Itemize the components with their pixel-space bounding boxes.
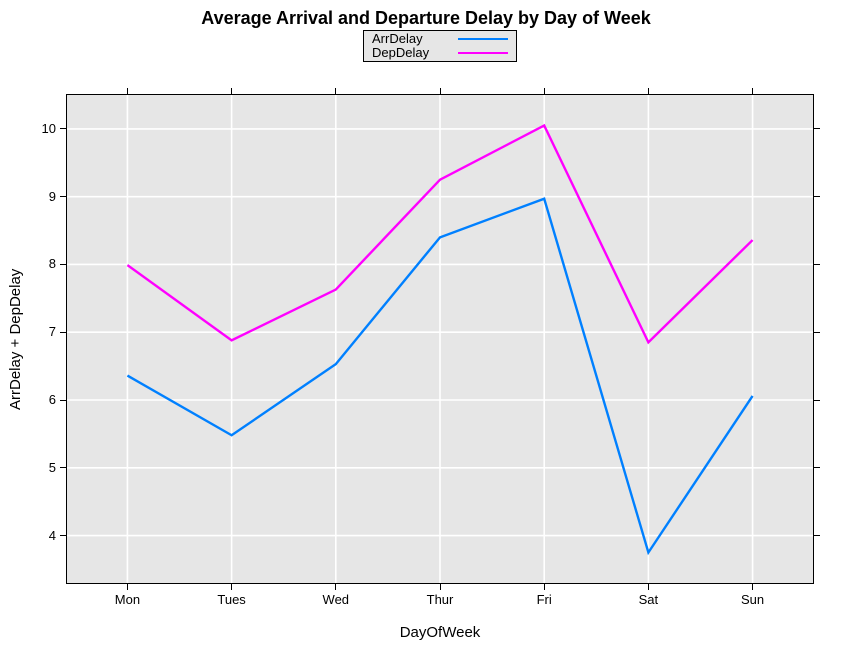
x-tick-top: [335, 88, 337, 94]
y-tick-right: [814, 535, 820, 537]
y-tick-right: [814, 467, 820, 469]
y-tick-right: [814, 128, 820, 130]
plot-svg: [67, 95, 813, 583]
y-tick-left: [60, 128, 66, 130]
x-tick-top: [126, 88, 128, 94]
x-tick-label: Mon: [114, 592, 141, 607]
x-tick-bottom: [439, 584, 441, 590]
x-tick-top: [231, 88, 233, 94]
x-tick-top: [543, 88, 545, 94]
y-tick-label: 4: [48, 527, 56, 543]
y-tick-left: [60, 467, 66, 469]
x-tick-bottom: [126, 584, 128, 590]
y-tick-right: [814, 196, 820, 198]
legend-label: ArrDelay: [372, 31, 423, 46]
legend-label: DepDelay: [372, 45, 430, 60]
y-tick-right: [814, 399, 820, 401]
arrdelay-line: [126, 197, 754, 556]
x-tick-top: [752, 88, 754, 94]
y-tick-label: 7: [48, 324, 56, 340]
x-tick-label: Wed: [322, 592, 350, 607]
x-tick-label: Sun: [740, 592, 765, 607]
y-tick-left: [60, 399, 66, 401]
x-tick-top: [439, 88, 441, 94]
x-tick-bottom: [647, 584, 649, 590]
x-tick-label: Fri: [536, 592, 552, 607]
x-tick-bottom: [752, 584, 754, 590]
legend-item: ArrDelay: [364, 32, 516, 46]
y-tick-right: [814, 331, 820, 333]
plot-panel: [66, 94, 814, 584]
y-tick-label: 5: [48, 459, 56, 475]
y-tick-left: [60, 331, 66, 333]
y-tick-left: [60, 196, 66, 198]
x-tick-label: Thur: [426, 592, 454, 607]
x-tick-label: Tues: [217, 592, 246, 607]
x-tick-bottom: [335, 584, 337, 590]
y-tick-label: 8: [48, 256, 56, 272]
y-tick-left: [60, 535, 66, 537]
y-tick-left: [60, 263, 66, 265]
y-tick-right: [814, 263, 820, 265]
y-tick-label: 9: [48, 188, 56, 204]
x-tick-bottom: [543, 584, 545, 590]
legend: ArrDelay DepDelay: [363, 30, 517, 62]
legend-item: DepDelay: [364, 46, 516, 60]
legend-line-sample: [458, 38, 508, 40]
x-axis-title: DayOfWeek: [399, 624, 481, 641]
chart-title: Average Arrival and Departure Delay by D…: [201, 8, 651, 28]
legend-line-sample: [458, 52, 508, 54]
x-tick-top: [647, 88, 649, 94]
y-tick-label: 10: [41, 120, 56, 136]
x-tick-label: Sat: [638, 592, 659, 607]
depdelay-line: [126, 123, 754, 345]
x-tick-bottom: [231, 584, 233, 590]
y-tick-label: 6: [48, 392, 56, 407]
